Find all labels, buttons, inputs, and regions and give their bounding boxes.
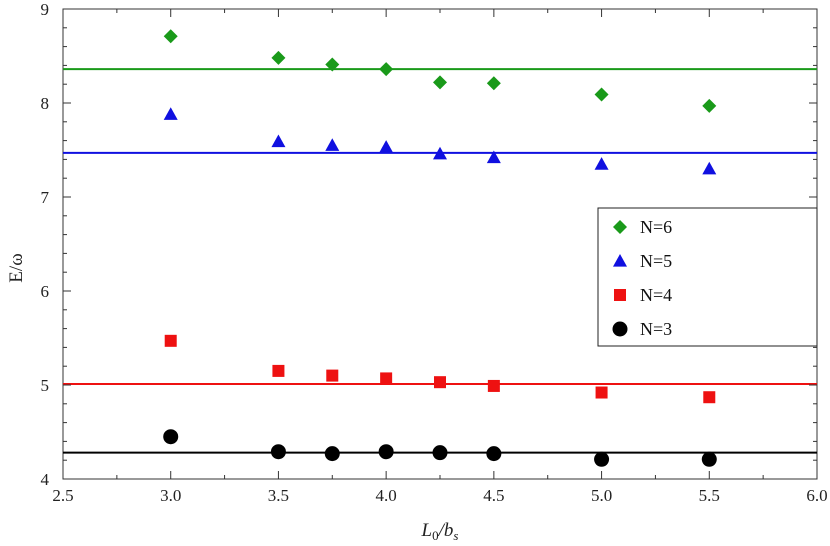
data-point-series-0 [271, 50, 286, 65]
y-tick-label: 8 [41, 94, 50, 113]
x-tick-label: 4.5 [483, 486, 504, 505]
y-axis-title: E/ω [6, 253, 27, 282]
y-tick-label: 4 [41, 470, 50, 489]
data-point-series-0 [486, 76, 501, 91]
x-axis-title-mid: /b [438, 520, 454, 541]
data-point-series-3 [378, 444, 394, 460]
x-tick-label: 3.0 [160, 486, 181, 505]
legend-label: N=4 [640, 285, 672, 305]
data-point-series-2 [380, 372, 393, 385]
x-tick-label: 2.5 [52, 486, 73, 505]
legend-box [597, 207, 818, 347]
x-axis-title-sub0: 0 [432, 528, 439, 543]
data-point-series-1 [594, 157, 609, 170]
data-point-series-1 [702, 161, 717, 175]
y-tick-label: 7 [41, 188, 50, 207]
data-point-series-1 [379, 140, 394, 153]
data-point-series-2 [326, 369, 339, 382]
legend-marker [612, 321, 628, 337]
x-tick-label: 5.5 [699, 486, 720, 505]
y-tick-label: 9 [41, 0, 50, 19]
data-point-series-1 [163, 107, 178, 120]
data-point-series-3 [701, 451, 717, 467]
data-point-series-2 [487, 379, 500, 392]
legend-marker [613, 254, 627, 267]
data-point-series-0 [163, 29, 178, 44]
data-point-series-3 [594, 451, 610, 467]
data-point-series-3 [324, 446, 340, 462]
data-point-series-0 [433, 75, 447, 90]
data-point-series-2 [272, 364, 285, 377]
x-axis-title: L0/bs [421, 520, 459, 543]
data-point-series-2 [703, 391, 716, 404]
x-axis-title-main: L [421, 520, 433, 541]
data-point-series-0 [325, 57, 340, 72]
data-point-series-1 [271, 134, 286, 148]
data-point-series-0 [379, 62, 394, 77]
legend-marker [614, 289, 626, 301]
data-point-series-3 [270, 444, 286, 460]
x-tick-label: 5.0 [591, 486, 612, 505]
y-tick-label: 6 [41, 282, 50, 301]
legend-marker [613, 220, 627, 234]
x-tick-label: 6.0 [806, 486, 827, 505]
x-tick-label: 3.5 [268, 486, 289, 505]
data-point-series-3 [432, 445, 448, 461]
data-point-series-1 [486, 150, 501, 164]
legend-label: N=3 [640, 319, 672, 339]
axis-ticks: 2.5 3.0 3.5 4.0 4.5 5.0 5.5 6.0 4 5 6 7 8 9 [41, 0, 828, 505]
data-point-series-3 [486, 446, 502, 462]
legend: N=6 N=5 N=4 N=3 [597, 207, 818, 347]
data-point-series-0 [702, 98, 717, 113]
data-point-series-0 [594, 87, 609, 102]
legend-label: N=5 [640, 251, 672, 271]
x-axis-title-sub1: s [453, 528, 458, 543]
data-point-series-2 [434, 376, 446, 389]
x-tick-label: 4.0 [376, 486, 397, 505]
data-point-series-3 [163, 429, 179, 445]
data-point-series-2 [164, 334, 177, 347]
data-markers [163, 29, 717, 467]
data-point-series-1 [325, 138, 340, 151]
y-tick-label: 5 [41, 376, 50, 395]
data-point-series-2 [595, 386, 608, 399]
data-point-series-1 [433, 146, 447, 160]
legend-label: N=6 [640, 217, 672, 237]
